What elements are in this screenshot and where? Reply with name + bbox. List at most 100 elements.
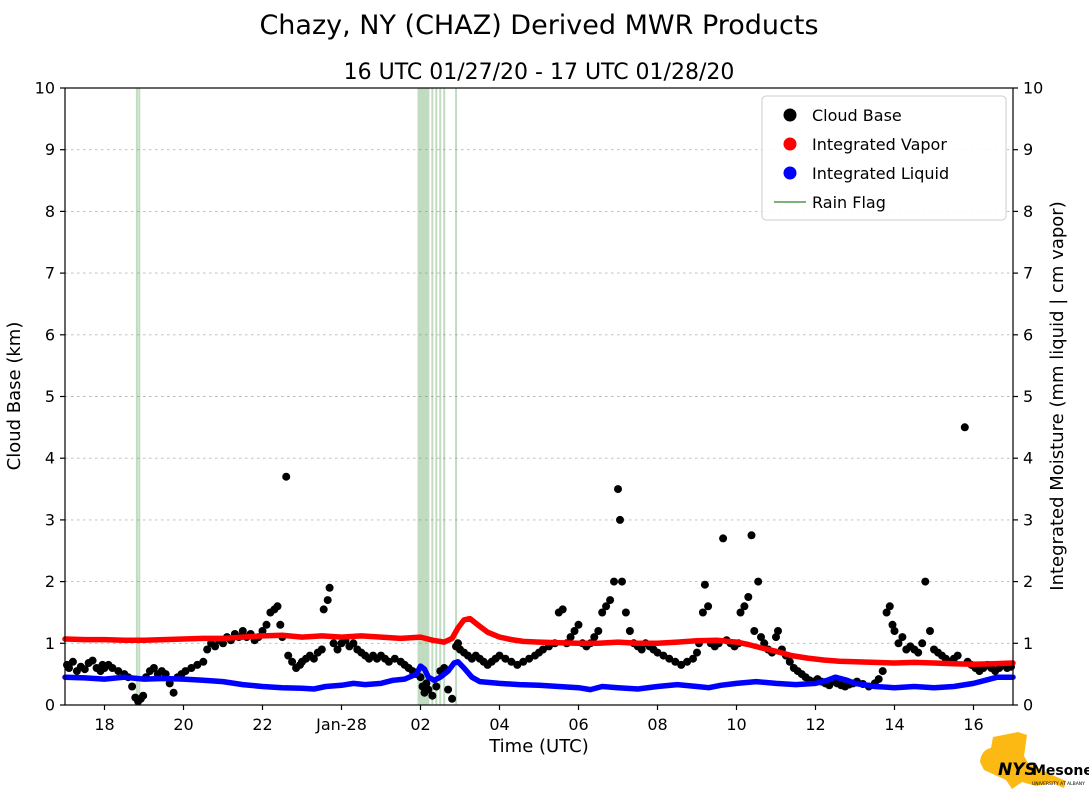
cloud-base-point [677, 660, 686, 669]
cloud-base-point [349, 639, 358, 648]
chart-layer: 18 20 22 Jan-28 02 04 06 08 10 12 14 160 01 12 23 34 45 5… [35, 79, 1044, 735]
cloud-base-point [288, 657, 297, 666]
cloud-base-point [428, 691, 437, 700]
cloud-base-point [921, 577, 930, 586]
cloud-base-point [671, 657, 680, 666]
chart-subtitle: 16 UTC 01/27/20 - 17 UTC 01/28/20 [344, 60, 735, 85]
cloud-base-point [193, 660, 202, 669]
y-tick-label-left: 3 [45, 510, 55, 529]
legend-label-integrated-vapor: Integrated Vapor [812, 135, 947, 154]
x-tick-label: 22 [252, 715, 272, 734]
cloud-base-point [325, 583, 334, 592]
x-tick-label: 14 [884, 715, 904, 734]
cloud-base-point [736, 608, 745, 617]
integrated-vapor-legend-marker-icon [783, 137, 797, 151]
cloud-base-point [128, 682, 137, 691]
y-tick-label-right: 2 [1023, 572, 1033, 591]
cloud-base-point [774, 627, 782, 635]
cloud-base-point [181, 667, 190, 676]
cloud-base-point [65, 664, 73, 672]
cloud-base-point [914, 648, 923, 657]
cloud-base-point [258, 627, 267, 635]
cloud-base-point [616, 515, 624, 524]
cloud-base-point [149, 664, 158, 672]
cloud-base-point [495, 651, 504, 660]
y-tick-label-left: 2 [45, 572, 55, 591]
logo-text-nys: NYS [998, 760, 1037, 780]
cloud-base-point [960, 423, 969, 432]
y-tick-label-left: 8 [45, 202, 55, 221]
x-tick-label: 12 [805, 715, 825, 734]
cloud-base-point [211, 642, 220, 651]
cloud-base-point [689, 654, 697, 663]
cloud-base-point [558, 605, 567, 614]
cloud-base-point [704, 602, 713, 611]
cloud-base-point [653, 648, 662, 657]
y-tick-label-right: 9 [1023, 140, 1033, 159]
cloud-base-point [169, 688, 178, 697]
cloud-base-point [754, 577, 763, 586]
cloud-base-point [444, 685, 453, 694]
x-tick-label: Jan-28 [315, 715, 367, 734]
cloud-base-point [262, 620, 271, 629]
cloud-base-point [114, 667, 123, 676]
cloud-base-point [187, 664, 196, 672]
y-tick-label-right: 3 [1023, 510, 1033, 529]
cloud-base-point [698, 608, 707, 617]
y-tick-label-right: 0 [1023, 696, 1033, 715]
cloud-base-point [570, 627, 579, 635]
cloud-base-point [878, 667, 887, 676]
y-tick-label-right: 1 [1023, 634, 1033, 653]
cloud-base-point [744, 593, 753, 601]
logo-text-mesonet: Mesonet [1032, 763, 1089, 779]
cloud-base-point [665, 654, 674, 663]
y-tick-label-left: 1 [45, 634, 55, 653]
cloud-base-point [273, 602, 282, 611]
x-tick-label: 20 [173, 715, 193, 734]
cloud-base-point [882, 608, 891, 617]
cloud-base-point [329, 639, 338, 648]
y-tick-label-left: 4 [45, 449, 55, 468]
cloud-base-point [284, 651, 293, 660]
cloud-base-point [637, 645, 646, 654]
cloud-base-point [108, 664, 117, 672]
nys-mesonet-logo: NYS Mesonet UNIVERSITY AT ALBANY [980, 732, 1089, 789]
cloud-base-point [700, 580, 709, 589]
x-tick-label: 06 [568, 715, 588, 734]
cloud-base-point [621, 608, 630, 617]
cloud-base-point [219, 639, 227, 648]
cloud-base-point [317, 645, 326, 654]
cloud-base-point [590, 633, 599, 642]
cloud-base-point [238, 627, 247, 635]
cloud-base-point [888, 620, 897, 629]
x-tick-label: 18 [94, 715, 114, 734]
cloud-base-point [610, 577, 618, 586]
y-tick-label-left: 0 [45, 696, 55, 715]
cloud-base-point [513, 660, 522, 669]
cloud-base-point [333, 645, 342, 654]
cloud-base-point [309, 654, 318, 663]
cloud-base-legend-marker-icon [783, 108, 797, 122]
y-tick-label-right: 5 [1023, 387, 1033, 406]
cloud-base-point [618, 577, 626, 586]
y-tick-label-right: 4 [1023, 449, 1033, 468]
x-tick-label: 04 [489, 715, 509, 734]
cloud-base-point [539, 645, 547, 654]
cloud-base-point [507, 657, 516, 666]
cloud-base-point [926, 627, 934, 635]
cloud-base-point [918, 639, 927, 648]
cloud-base-point [282, 472, 291, 481]
cloud-base-point [501, 654, 510, 663]
cloud-base-point [432, 682, 441, 691]
cloud-base-point [750, 627, 759, 635]
y-axis-label-right: Integrated Moisture (mm liquid | cm vapo… [1047, 201, 1068, 590]
ny-state-shape-icon [980, 732, 1066, 789]
cloud-base-point [424, 685, 433, 694]
cloud-base-point [614, 485, 622, 494]
cloud-base-point [606, 596, 615, 605]
legend-box [761, 95, 1007, 221]
y-tick-label-left: 5 [45, 387, 55, 406]
cloud-base-point [319, 605, 328, 614]
